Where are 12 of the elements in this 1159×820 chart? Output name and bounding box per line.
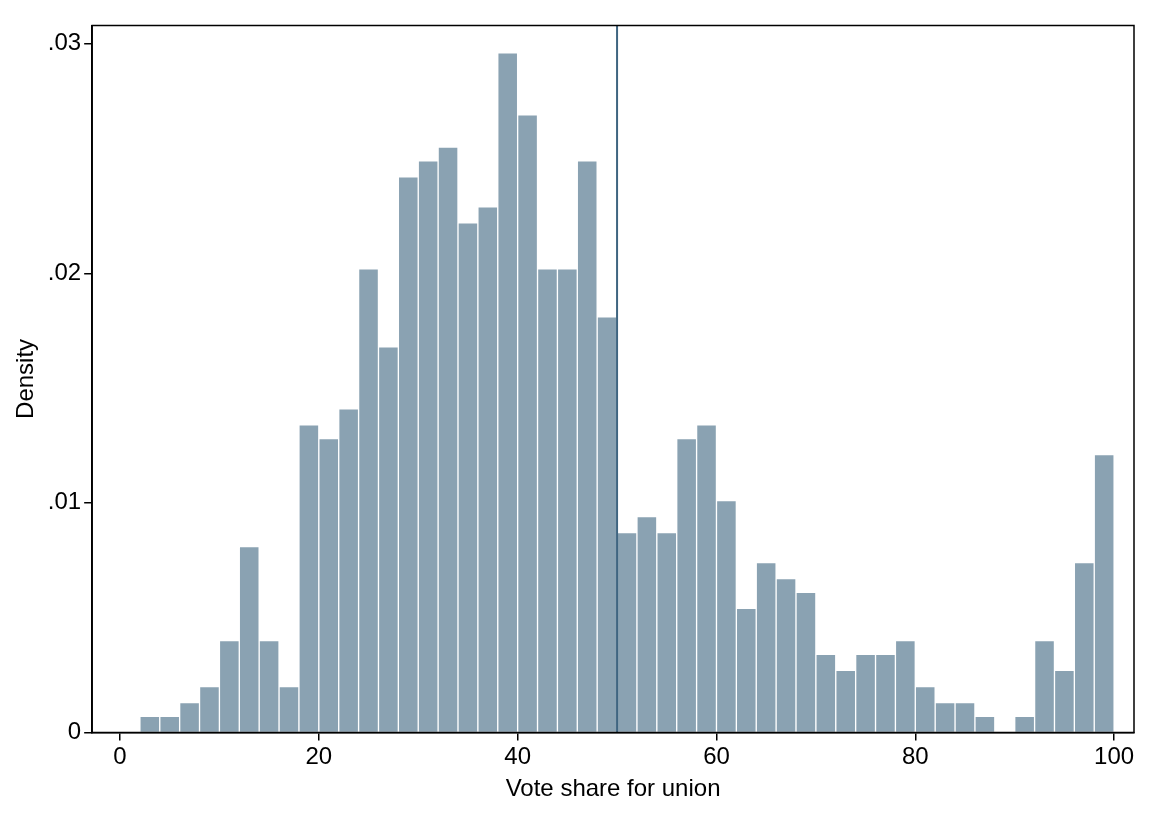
- x-tick-label: 60: [703, 742, 730, 770]
- x-tick-label: 0: [113, 742, 127, 770]
- x-axis-title: Vote share for union: [505, 774, 721, 802]
- x-tick-label: 40: [504, 742, 531, 770]
- x-tick-label: 80: [901, 742, 929, 770]
- y-tick-label: .02: [47, 257, 82, 285]
- x-tick-label: 100: [1094, 742, 1135, 770]
- x-tick-label: 20: [305, 742, 333, 770]
- y-tick-label: .01: [47, 487, 82, 515]
- y-tick-label: .03: [47, 28, 82, 56]
- y-axis-title: Density: [11, 338, 39, 419]
- y-tick-label: 0: [67, 717, 82, 745]
